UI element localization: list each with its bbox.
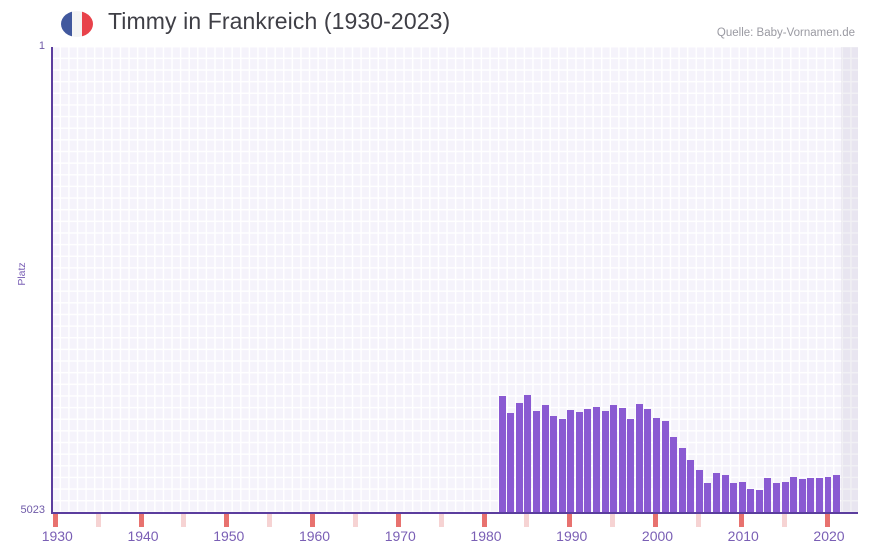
bar [550, 415, 558, 513]
x-axis-label: 1990 [556, 528, 588, 544]
x-tick-minor [352, 514, 358, 527]
x-tick-major [52, 514, 58, 527]
x-tick-major [395, 514, 401, 527]
bar [584, 409, 592, 513]
bar [498, 396, 506, 513]
x-axis-label: 1950 [213, 528, 245, 544]
bar [773, 483, 781, 513]
x-axis-label: 1980 [470, 528, 502, 544]
x-tick-minor [95, 514, 101, 527]
bar [532, 411, 540, 513]
x-tick-minor [267, 514, 273, 527]
bar [567, 410, 575, 513]
x-tick-major [310, 514, 316, 527]
bar [635, 403, 643, 513]
y-axis-tick-bottom: 5023 [20, 504, 45, 516]
bar [764, 478, 772, 513]
source-attribution: Quelle: Baby-Vornamen.de [716, 27, 855, 39]
bar [721, 474, 729, 513]
x-axis-label: 2000 [641, 528, 674, 544]
bar [610, 404, 618, 513]
bar [618, 408, 626, 513]
bar [833, 474, 841, 513]
x-axis-label: 1960 [298, 528, 331, 544]
bar [815, 478, 823, 513]
bar [713, 472, 720, 513]
bar [653, 417, 660, 513]
shaded-future-region [840, 47, 858, 513]
bar [524, 394, 532, 513]
x-tick-minor [438, 514, 444, 527]
bar [507, 412, 515, 513]
x-axis-line [51, 512, 858, 514]
bar [670, 436, 678, 513]
bar-series [52, 47, 858, 513]
bar [807, 478, 815, 513]
y-axis-tick-top: 1 [38, 40, 45, 52]
x-tick-major [738, 514, 744, 527]
x-tick-minor [181, 514, 187, 527]
x-axis-label: 1970 [384, 528, 416, 544]
bar [695, 470, 703, 513]
x-tick-major [824, 514, 830, 527]
bar [798, 479, 806, 513]
x-tick-major [653, 514, 658, 527]
y-axis-line [51, 47, 53, 514]
bar [687, 459, 695, 513]
bar [747, 488, 755, 513]
bar [704, 483, 712, 513]
grid-lines [52, 47, 858, 513]
x-axis-label: 2010 [727, 528, 759, 544]
bar [781, 482, 789, 513]
x-axis-label: 1930 [41, 528, 73, 544]
bar [575, 411, 583, 513]
bar [755, 490, 763, 513]
x-axis-label: 1940 [127, 528, 159, 544]
bar [627, 419, 635, 513]
bar [644, 409, 652, 513]
plot-area [52, 47, 858, 513]
flag-band-blue [61, 11, 72, 37]
page-title: Timmy in Frankreich (1930-2023) [108, 8, 451, 34]
x-axis-label: 2020 [813, 528, 845, 544]
x-tick-major [224, 514, 230, 527]
x-axis-labels: 1930 1940 1950 1960 1970 1980 1990 2000 2010 2020 [0, 528, 873, 548]
bar [541, 405, 549, 513]
bar [824, 477, 832, 513]
x-tick-major [567, 514, 573, 527]
flag-band-white [71, 11, 83, 37]
bar [738, 482, 746, 513]
bar [678, 447, 686, 513]
flag-band-red [82, 11, 93, 37]
x-tick-minor [610, 514, 616, 527]
chart-header: Timmy in Frankreich (1930-2023) Quelle: … [0, 0, 873, 46]
bar [515, 403, 523, 513]
x-tick-minor [781, 514, 787, 527]
bar [601, 410, 609, 513]
x-tick-major [138, 514, 144, 527]
bar [790, 477, 798, 513]
x-tick-minor [524, 514, 530, 527]
bar [730, 483, 738, 513]
bar [661, 420, 669, 513]
x-tick-minor [695, 514, 701, 527]
bar [592, 406, 600, 513]
x-tick-major [481, 514, 487, 527]
y-axis-title: Platz [16, 262, 28, 286]
bar [558, 418, 566, 513]
x-axis-ticks [52, 514, 858, 528]
france-flag-icon [61, 11, 93, 37]
